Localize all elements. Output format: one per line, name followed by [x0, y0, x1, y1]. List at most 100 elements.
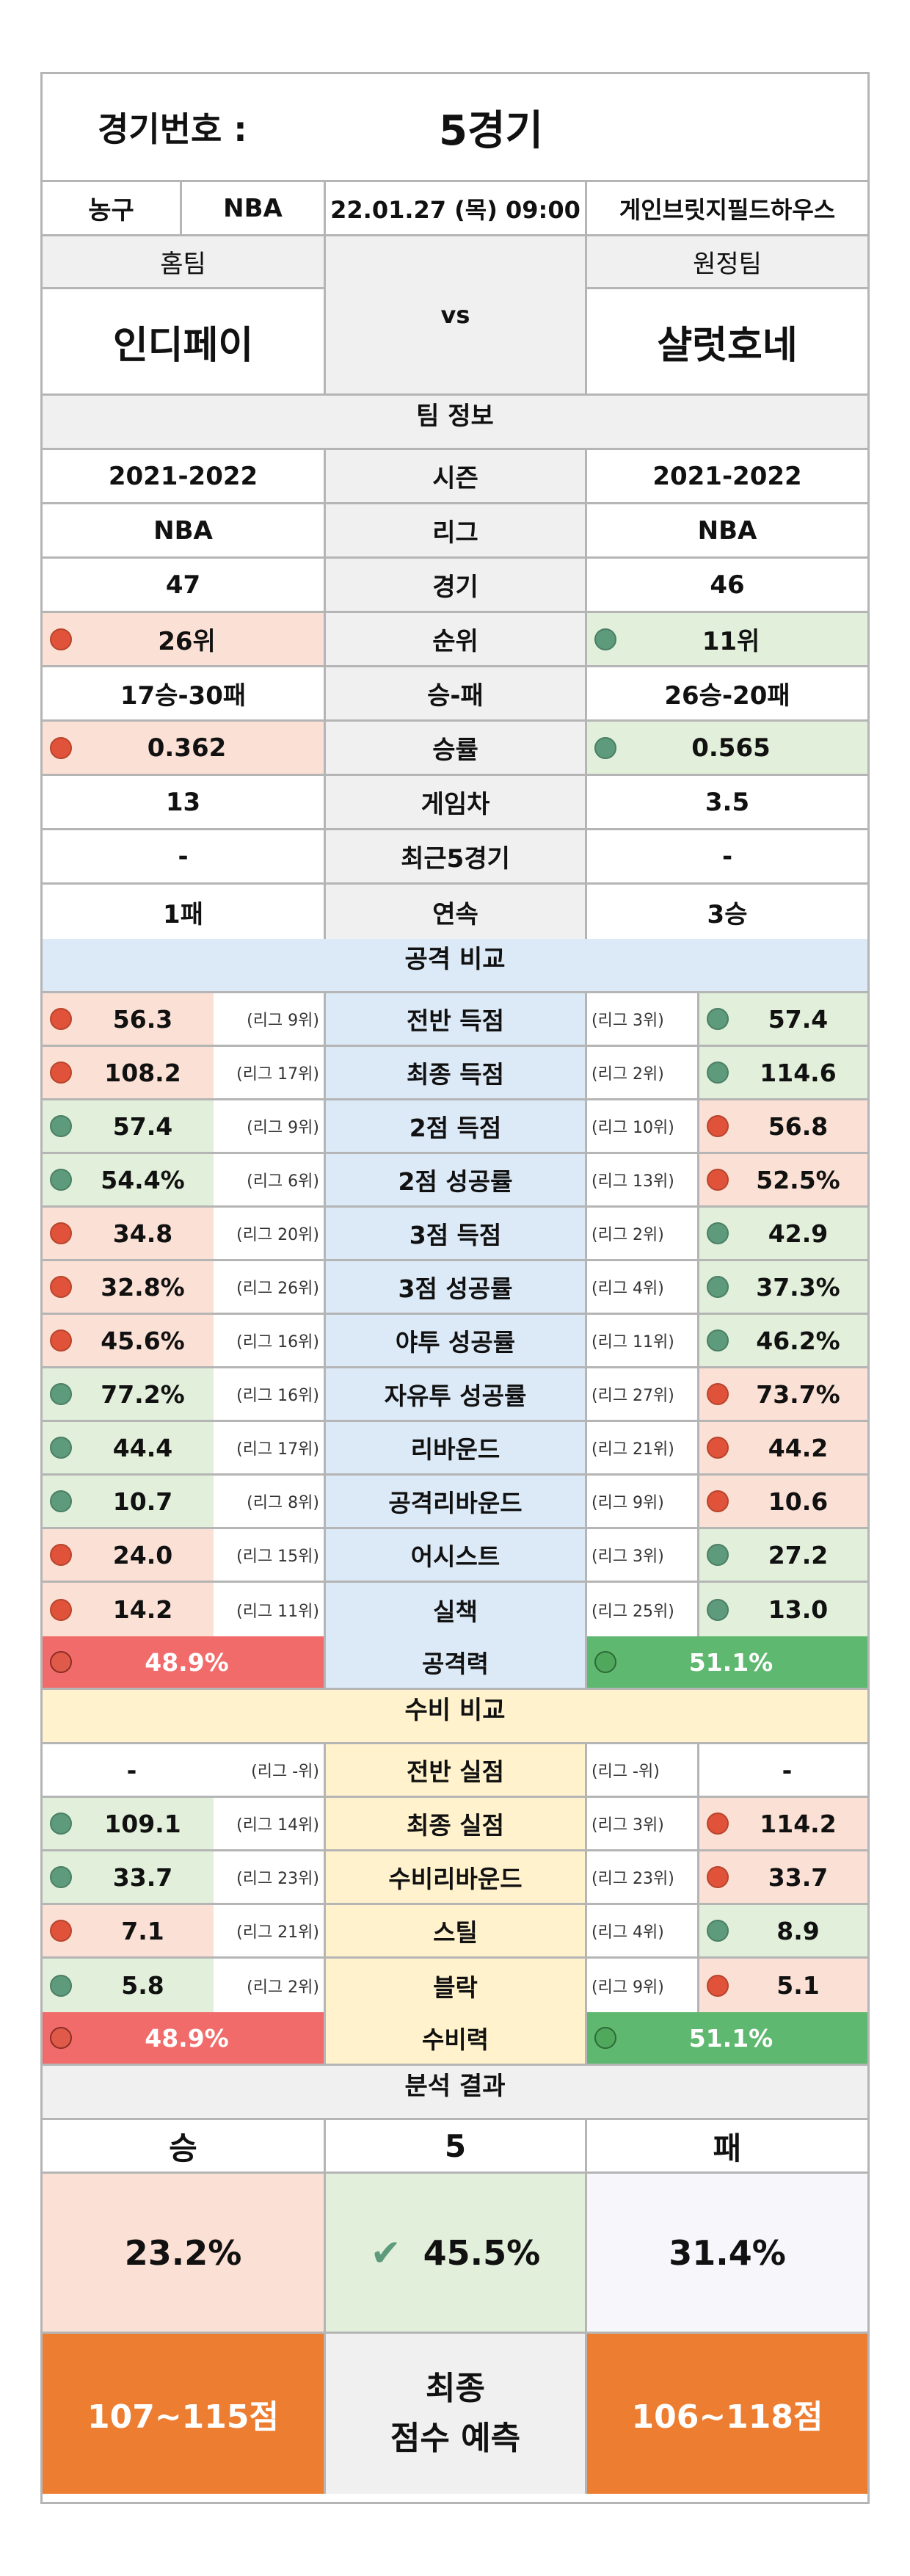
away-league-rank: (리그 27위) — [587, 1368, 699, 1420]
defense-total-row: 48.9% 수비력 51.1% — [43, 2012, 867, 2066]
home-info-value: 26위 — [43, 613, 326, 665]
away-stat-value: 33.7 — [699, 1851, 867, 1903]
win-indicator-icon — [707, 1329, 729, 1352]
away-league-rank: (리그 21위) — [587, 1422, 699, 1473]
stat-row: - (리그 -위) 전반 실점 (리그 -위) - — [43, 1744, 867, 1798]
away-info-value: 0.565 — [587, 722, 867, 774]
lose-indicator-icon — [50, 1062, 72, 1084]
stat-label: 공격리바운드 — [326, 1476, 587, 1527]
attack-total-label: 공격력 — [326, 1636, 587, 1688]
lose-indicator-icon — [707, 1437, 729, 1459]
away-league-rank: (리그 2위) — [587, 1047, 699, 1098]
lose-indicator-icon — [50, 1329, 72, 1352]
home-stat-value: - — [126, 1755, 137, 1785]
away-stat-value: 52.5% — [699, 1154, 867, 1205]
win-indicator-icon — [50, 1866, 72, 1888]
away-defense-total: 51.1% — [587, 2012, 867, 2064]
stat-row: 32.8% (리그 26위) 3점 성공률 (리그 4위) 37.3% — [43, 1261, 867, 1315]
home-info-value: NBA — [43, 504, 326, 556]
lose-indicator-icon — [50, 1598, 72, 1621]
away-stat-value: 46.2% — [699, 1315, 867, 1366]
stat-label: 실책 — [326, 1583, 587, 1636]
away-league-rank: (리그 3위) — [587, 1529, 699, 1581]
lose-indicator-icon — [50, 2027, 72, 2049]
away-label: 원정팀 — [587, 236, 867, 289]
stat-label: 야투 성공률 — [326, 1315, 587, 1366]
home-league-rank: (리그 17위) — [214, 1422, 326, 1473]
stat-label: 전반 득점 — [326, 993, 587, 1045]
lose-indicator-icon — [707, 1490, 729, 1512]
stat-label: 자유투 성공률 — [326, 1368, 587, 1420]
lose-indicator-icon — [707, 1383, 729, 1405]
away-league-rank: (리그 9위) — [587, 1476, 699, 1527]
away-stat-value: 37.3% — [699, 1261, 867, 1313]
away-info-value: 26승-20패 — [664, 681, 790, 711]
away-league-rank: (리그 -위) — [587, 1744, 699, 1796]
home-stat-value: 7.1 — [43, 1905, 214, 1956]
info-label: 승-패 — [326, 667, 587, 719]
stat-row: 108.2 (리그 17위) 최종 득점 (리그 2위) 114.6 — [43, 1047, 867, 1100]
versus-label: vs — [326, 236, 587, 393]
win-indicator-icon — [50, 1115, 72, 1137]
draw-percent-cell: ✔ 45.5% — [326, 2174, 587, 2332]
away-info-value: - — [721, 841, 733, 871]
away-attack-total: 51.1% — [587, 1636, 867, 1688]
win-indicator-icon — [50, 1437, 72, 1459]
lose-indicator-icon — [707, 1169, 729, 1191]
score-prediction-row: 107~115점 최종 점수 예측 106~118점 — [43, 2334, 867, 2494]
win-indicator-icon — [707, 1276, 729, 1298]
stat-label: 최종 실점 — [326, 1798, 587, 1849]
home-info-value: 13 — [43, 776, 326, 828]
prediction-label-line2: 점수 예측 — [390, 2420, 521, 2457]
away-stat-value: 44.2 — [699, 1422, 867, 1473]
away-league-rank: (리그 25위) — [587, 1583, 699, 1636]
info-label: 연속 — [326, 885, 587, 939]
info-label: 승률 — [326, 722, 587, 774]
lose-indicator-icon — [50, 1008, 72, 1030]
lose-indicator-icon — [707, 1813, 729, 1835]
stat-label: 스틸 — [326, 1905, 587, 1956]
home-stat-value: 44.4 — [43, 1422, 214, 1473]
home-stat-value: 34.8 — [43, 1208, 214, 1259]
team-info-row: NBA 리그 NBA — [43, 504, 867, 559]
match-datetime: 22.01.27 (목) 09:00 — [326, 182, 587, 234]
away-league-rank: (리그 3위) — [587, 993, 699, 1045]
home-info-value: - — [43, 830, 326, 882]
lose-indicator-icon — [50, 736, 72, 759]
away-league-rank: (리그 11위) — [587, 1315, 699, 1366]
away-league-rank: (리그 13위) — [587, 1154, 699, 1205]
stat-label: 2점 성공률 — [326, 1154, 587, 1205]
home-info-value: 47 — [43, 559, 326, 611]
stat-row: 44.4 (리그 17위) 리바운드 (리그 21위) 44.2 — [43, 1422, 867, 1476]
stat-label: 3점 득점 — [326, 1208, 587, 1259]
attack-total-row: 48.9% 공격력 51.1% — [43, 1636, 867, 1690]
away-info-value: 2021-2022 — [652, 461, 802, 491]
home-league-rank: (리그 16위) — [214, 1315, 326, 1366]
home-league-rank: (리그 26위) — [214, 1261, 326, 1313]
home-team-block: 홈팀 인디페이 — [43, 236, 326, 393]
home-stat-value: 108.2 — [43, 1047, 214, 1098]
lose-percent: 31.4% — [587, 2174, 867, 2332]
team-info-row: 13 게임차 3.5 — [43, 776, 867, 830]
home-league-rank: (리그 -위) — [214, 1744, 326, 1796]
win-indicator-icon — [50, 1974, 72, 1997]
attack-header: 공격 비교 — [43, 939, 867, 993]
win-indicator-icon — [50, 1490, 72, 1512]
stat-label: 3점 성공률 — [326, 1261, 587, 1313]
win-indicator-icon — [594, 2027, 616, 2049]
stat-label: 리바운드 — [326, 1422, 587, 1473]
draw-label: 5 — [326, 2120, 587, 2172]
home-stat-value: 45.6% — [43, 1315, 214, 1366]
prediction-label-line1: 최종 — [426, 2370, 485, 2407]
attack-rows: 56.3 (리그 9위) 전반 득점 (리그 3위) 57.4 108.2 (리그 17위)… — [43, 993, 867, 1636]
lose-indicator-icon — [707, 1866, 729, 1888]
win-percent: 23.2% — [43, 2174, 326, 2332]
win-indicator-icon — [707, 1062, 729, 1084]
win-indicator-icon — [50, 1169, 72, 1191]
home-league-rank: (리그 21위) — [214, 1905, 326, 1956]
lose-label: 패 — [713, 2130, 742, 2166]
home-stat-value: 56.3 — [43, 993, 214, 1045]
stat-label: 전반 실점 — [326, 1744, 587, 1796]
stat-row: 77.2% (리그 16위) 자유투 성공률 (리그 27위) 73.7% — [43, 1368, 867, 1422]
check-icon: ✔ — [370, 2231, 401, 2274]
